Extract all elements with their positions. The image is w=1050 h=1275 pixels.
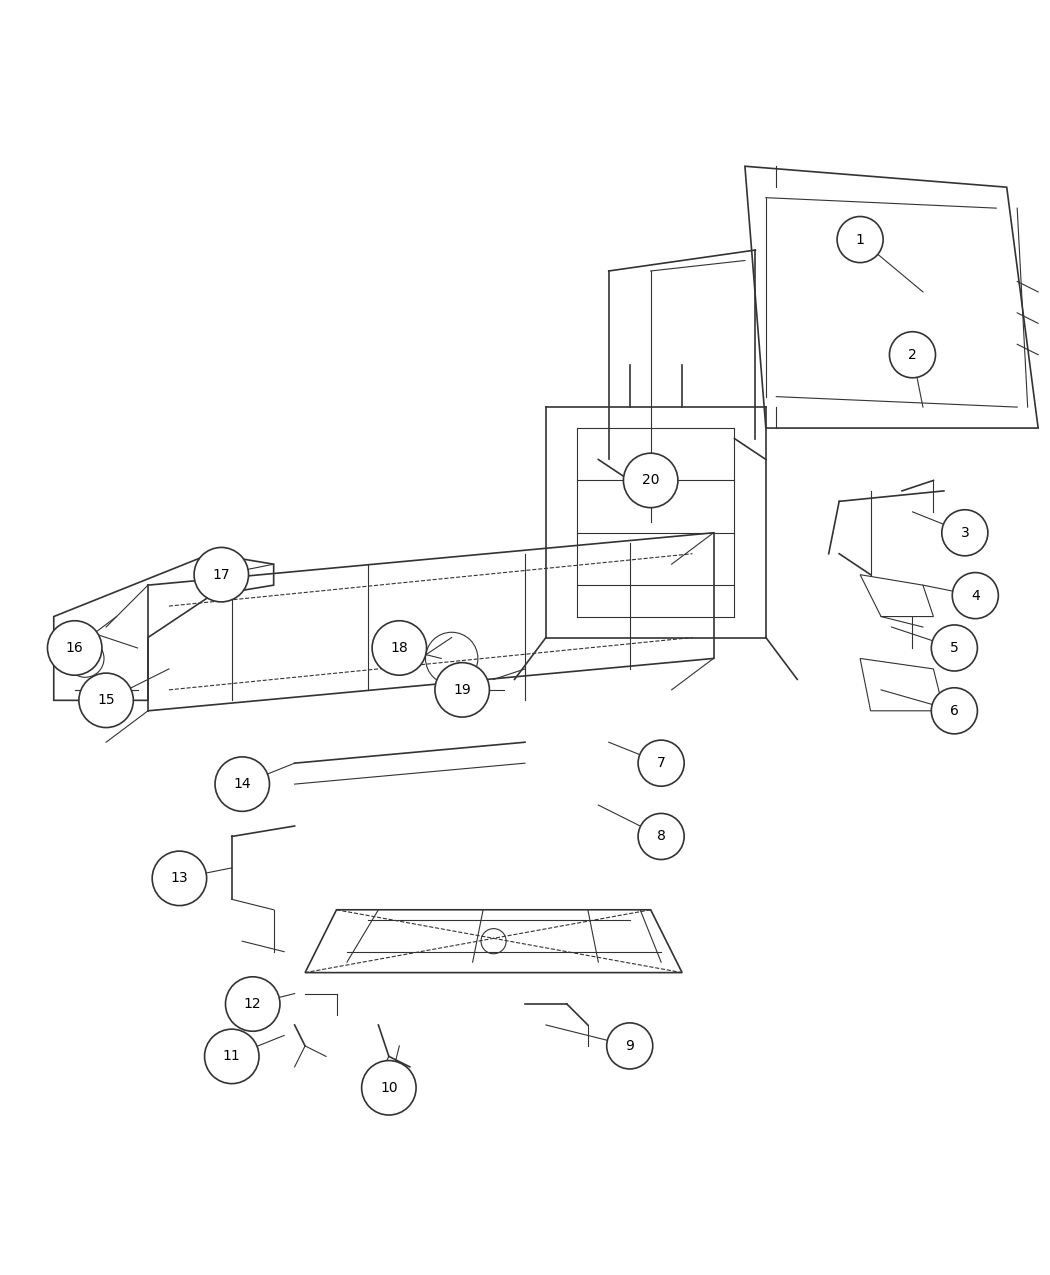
Circle shape <box>79 673 133 728</box>
Circle shape <box>931 625 978 671</box>
Text: 7: 7 <box>656 756 666 770</box>
Text: 14: 14 <box>233 776 251 790</box>
Text: 10: 10 <box>380 1081 398 1095</box>
Circle shape <box>205 1029 259 1084</box>
Text: 18: 18 <box>391 641 408 655</box>
Circle shape <box>837 217 883 263</box>
Circle shape <box>152 852 207 905</box>
Text: 1: 1 <box>856 232 864 246</box>
Text: 12: 12 <box>244 997 261 1011</box>
Text: 6: 6 <box>950 704 959 718</box>
Text: 16: 16 <box>66 641 84 655</box>
Circle shape <box>889 332 936 377</box>
Text: 13: 13 <box>170 871 188 885</box>
Circle shape <box>607 1023 653 1068</box>
Text: 20: 20 <box>642 473 659 487</box>
Circle shape <box>215 757 270 811</box>
Text: 11: 11 <box>223 1049 240 1063</box>
Circle shape <box>47 621 102 676</box>
Circle shape <box>931 687 978 734</box>
Text: 5: 5 <box>950 641 959 655</box>
Circle shape <box>638 740 685 787</box>
Text: 17: 17 <box>212 567 230 581</box>
Text: 9: 9 <box>626 1039 634 1053</box>
Text: 8: 8 <box>656 830 666 844</box>
Text: 4: 4 <box>971 589 980 603</box>
Circle shape <box>638 813 685 859</box>
Circle shape <box>372 621 426 676</box>
Circle shape <box>361 1061 416 1116</box>
Circle shape <box>226 977 280 1031</box>
Circle shape <box>194 547 249 602</box>
Circle shape <box>942 510 988 556</box>
Text: 19: 19 <box>454 683 471 697</box>
Circle shape <box>624 453 678 507</box>
Circle shape <box>952 572 999 618</box>
Text: 15: 15 <box>98 694 114 708</box>
Text: 2: 2 <box>908 348 917 362</box>
Circle shape <box>435 663 489 717</box>
Text: 3: 3 <box>961 525 969 539</box>
